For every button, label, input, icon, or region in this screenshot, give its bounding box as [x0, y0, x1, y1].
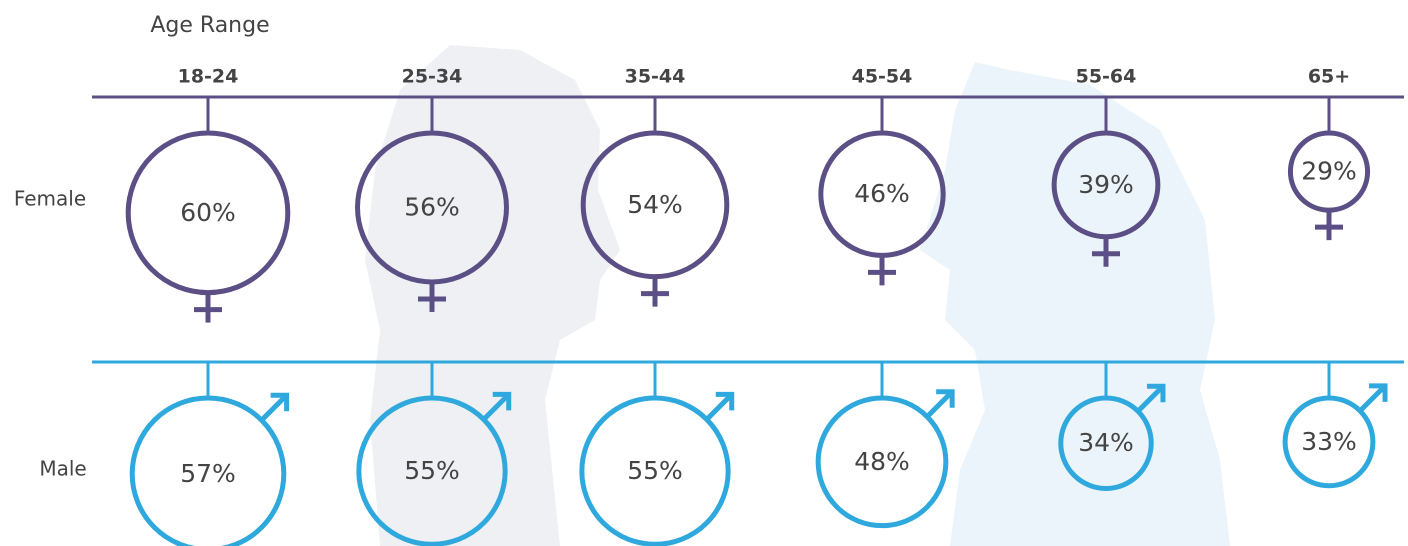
page: {"chart_data": {"type": "bubble", "title…	[0, 0, 1408, 546]
value-label: 39%	[1078, 170, 1134, 199]
symbol	[1360, 386, 1385, 411]
category-label: 18-24	[178, 66, 239, 88]
value-label: 29%	[1301, 157, 1357, 186]
symbol	[262, 395, 287, 420]
symbol	[707, 394, 732, 419]
value-label: 48%	[854, 447, 910, 476]
category-label: 25-34	[402, 66, 463, 88]
value-label: 46%	[854, 179, 910, 208]
category-label: 45-54	[852, 66, 913, 88]
value-label: 60%	[180, 198, 236, 227]
category-label: 65+	[1308, 66, 1350, 88]
value-label: 33%	[1301, 427, 1357, 456]
value-label: 56%	[404, 192, 460, 221]
value-label: 57%	[180, 459, 236, 488]
row-label: Female	[14, 187, 86, 211]
chart-title: Age Range	[150, 13, 269, 38]
row-label: Male	[39, 457, 86, 481]
chart: Age Range 18-24 25-34 35-44 45-54 55-64 65+ Fe…	[0, 0, 1408, 546]
value-label: 55%	[627, 456, 683, 485]
symbol	[927, 392, 952, 417]
value-label: 55%	[404, 456, 460, 485]
value-label: 34%	[1078, 428, 1134, 457]
value-label: 54%	[627, 190, 683, 219]
category-label: 55-64	[1076, 66, 1137, 88]
category-label: 35-44	[625, 66, 686, 88]
